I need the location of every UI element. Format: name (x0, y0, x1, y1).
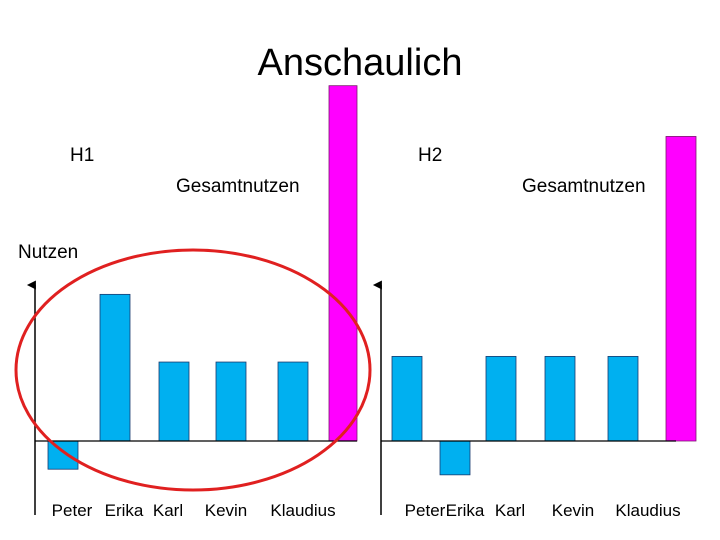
gesamtnutzen-label-h2: Gesamtnutzen (522, 176, 646, 197)
h1-bar-erika (99, 293, 131, 442)
h1-tick-erika: Erika (105, 501, 144, 520)
slide-title: Anschaulich (257, 42, 463, 84)
h2-bar-erika (439, 440, 471, 476)
h2-bar-kevin (544, 355, 576, 442)
h1-bar-karl (158, 361, 190, 442)
h1-bar-gesamtnutzen (328, 85, 358, 442)
h2-tick-klaudius: Klaudius (615, 501, 680, 520)
h2-bar-karl (485, 355, 517, 442)
h2-tick-erika: Erika (446, 501, 485, 520)
h1-bar-kevin (215, 361, 247, 442)
h1-bar-peter (47, 440, 79, 470)
h1-highlight-ellipse (14, 248, 372, 492)
h2-bar-gesamtnutzen (665, 136, 697, 442)
nutzen-axis-label: Nutzen (18, 242, 79, 263)
h1-tick-klaudius: Klaudius (270, 501, 335, 520)
h2-bar-peter (391, 355, 423, 442)
h2-tick-karl: Karl (495, 501, 525, 520)
h1-tick-peter: Peter (52, 501, 93, 520)
h2-label: H2 (418, 145, 443, 166)
h1-tick-kevin: Kevin (205, 501, 248, 520)
h1-tick-karl: Karl (153, 501, 183, 520)
h2-bar-klaudius (607, 355, 639, 442)
h1-label: H1 (70, 145, 95, 166)
h2-tick-peter: Peter (405, 501, 446, 520)
gesamtnutzen-label-h1: Gesamtnutzen (176, 176, 300, 197)
h2-tick-kevin: Kevin (552, 501, 595, 520)
h1-bar-klaudius (277, 361, 309, 442)
